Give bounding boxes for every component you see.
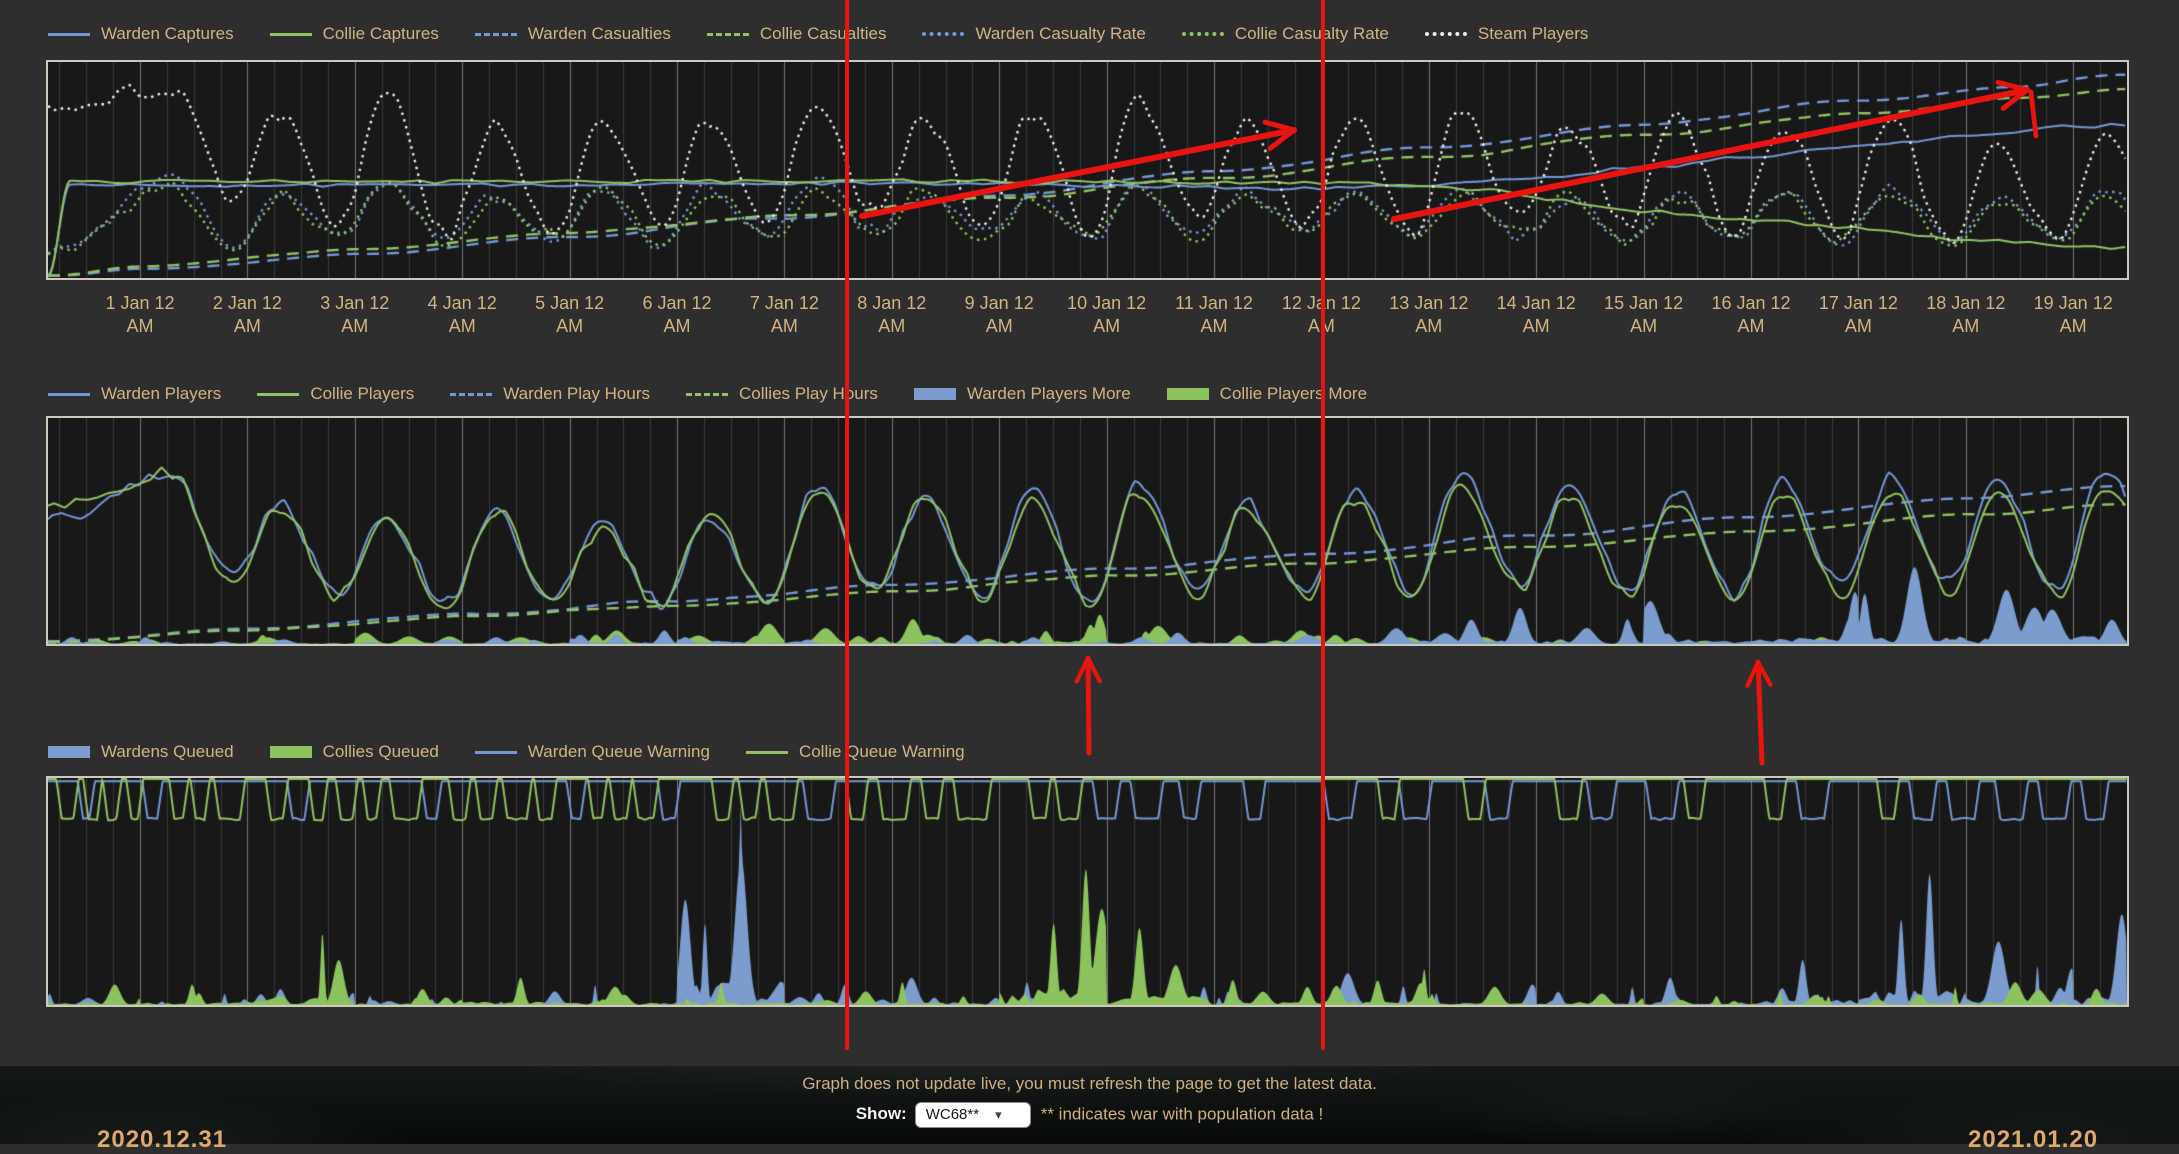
x-tick-label: 13 Jan 12 AM (1389, 293, 1469, 336)
legend-item-collie-casualty-rate[interactable]: Collie Casualty Rate (1181, 24, 1389, 44)
x-tick-label: 9 Jan 12 AM (964, 293, 1034, 336)
annotation-arrow-3-head (1085, 655, 1102, 684)
line-solid-swatch-icon (745, 750, 788, 754)
legend-label: Collie Casualty Rate (1234, 24, 1389, 43)
x-tick-label: 5 Jan 12 AM (535, 293, 605, 336)
legend-item-warden-casualty-rate[interactable]: Warden Casualty Rate (922, 24, 1146, 44)
legend-label: Collies Play Hours (739, 384, 878, 403)
legend-item-wardens-queued[interactable]: Wardens Queued (48, 742, 234, 762)
legend-queue-chart: Wardens Queued Collies Queued Warden Queue… (48, 740, 965, 764)
legend-item-collie-players-more[interactable]: Collie Players More (1166, 384, 1368, 404)
legend-label: Steam Players (1477, 24, 1589, 43)
annotation-arrow-4-head (1755, 659, 1773, 687)
annotation-arrow-4-head (1745, 659, 1761, 688)
box-swatch-icon (1166, 388, 1209, 400)
legend-item-collie-captures[interactable]: Collie Captures (269, 24, 439, 44)
queue-chart-canvas (48, 778, 2127, 1005)
legend-players-chart: Warden Players Collie Players Warden Play … (48, 382, 1367, 406)
population-data-hint: ** indicates war with population data ! (1040, 1104, 1324, 1124)
annotation-arrow-4-shaft (1755, 659, 1765, 766)
legend-captures-chart: Warden Captures Collie Captures Warden Cas… (48, 22, 1588, 46)
legend-item-collie-queue-warning[interactable]: Collie Queue Warning (745, 742, 965, 762)
x-tick-label: 15 Jan 12 AM (1604, 293, 1684, 336)
footer-bar: Graph does not update live, you must ref… (0, 1066, 2179, 1153)
x-tick-label: 4 Jan 12 AM (427, 293, 497, 336)
x-tick-label: 14 Jan 12 AM (1496, 293, 1576, 336)
annotation-arrow-3-shaft (1085, 655, 1092, 756)
line-dotted-swatch-icon (922, 32, 965, 36)
legend-label: Warden Players (101, 384, 222, 403)
legend-item-collie-casualties[interactable]: Collie Casualties (706, 24, 887, 44)
legend-item-collies-queued[interactable]: Collies Queued (269, 742, 439, 762)
x-tick-label: 11 Jan 12 AM (1175, 293, 1253, 336)
legend-label: Warden Play Hours (503, 384, 651, 403)
line-dashed-swatch-icon (706, 32, 749, 36)
legend-item-warden-casualties[interactable]: Warden Casualties (474, 24, 671, 44)
legend-label: Collies Queued (322, 742, 439, 761)
legend-item-collie-players[interactable]: Collie Players (257, 384, 414, 404)
line-solid-swatch-icon (257, 392, 300, 396)
box-swatch-icon (913, 388, 956, 400)
players-chart (46, 416, 2129, 646)
x-tick-label: 6 Jan 12 AM (642, 293, 712, 336)
x-tick-label: 16 Jan 12 AM (1711, 293, 1791, 336)
players-chart-canvas (48, 418, 2127, 644)
legend-label: Collie Players (310, 384, 415, 403)
captures-chart-canvas (48, 62, 2127, 278)
war-select-value: WC68** (925, 1106, 980, 1123)
show-label: Show: (855, 1104, 907, 1124)
x-tick-label: 10 Jan 12 AM (1067, 293, 1147, 336)
x-tick-label: 3 Jan 12 AM (320, 293, 390, 336)
legend-item-warden-queue-warning[interactable]: Warden Queue Warning (474, 742, 710, 762)
legend-label: Collie Players More (1219, 384, 1368, 403)
x-axis-labels: 1 Jan 12 AM 2 Jan 12 AM 3 Jan 12 AM 4 Jan 12 AM… (0, 292, 2179, 352)
x-tick-label: 17 Jan 12 AM (1818, 293, 1898, 336)
x-tick-label: 18 Jan 12 AM (1926, 293, 2006, 336)
legend-label: Collie Queue Warning (798, 742, 965, 761)
war-selector-row: Show: WC68** ▾ ** indicates war with popula… (0, 1102, 2179, 1128)
line-dashed-swatch-icon (450, 392, 493, 396)
legend-label: Wardens Queued (101, 742, 234, 761)
box-swatch-icon (269, 746, 312, 758)
legend-item-steam-players[interactable]: Steam Players (1424, 24, 1589, 44)
legend-label: Warden Captures (101, 24, 234, 43)
x-tick-label: 19 Jan 12 AM (2033, 293, 2113, 336)
war-select[interactable]: WC68** ▾ (914, 1102, 1031, 1128)
x-tick-label: 12 Jan 12 AM (1281, 293, 1361, 336)
chevron-down-icon: ▾ (995, 1107, 1002, 1122)
legend-label: Collie Casualties (759, 24, 887, 43)
line-solid-swatch-icon (269, 32, 312, 36)
line-dotted-swatch-icon (1424, 32, 1467, 36)
box-swatch-icon (48, 746, 90, 758)
x-tick-label: 1 Jan 12 AM (105, 293, 175, 336)
legend-item-warden-captures[interactable]: Warden Captures (48, 24, 234, 44)
legend-label: Warden Casualties (527, 24, 671, 43)
legend-label: Warden Queue Warning (527, 742, 710, 761)
queue-chart (46, 776, 2129, 1007)
legend-item-warden-players[interactable]: Warden Players (48, 384, 221, 404)
date-range-start: 2020.12.31 (97, 1126, 228, 1153)
x-tick-label: 7 Jan 12 AM (749, 293, 819, 336)
x-tick-label: 2 Jan 12 AM (212, 293, 282, 336)
legend-label: Warden Players More (966, 384, 1131, 403)
legend-item-warden-play-hours[interactable]: Warden Play Hours (450, 384, 650, 404)
line-dotted-swatch-icon (1181, 32, 1224, 36)
line-solid-swatch-icon (48, 32, 90, 36)
line-dashed-swatch-icon (474, 32, 517, 36)
x-tick-label: 8 Jan 12 AM (857, 293, 927, 336)
date-range-end: 2021.01.20 (1968, 1126, 2099, 1153)
refresh-note: Graph does not update live, you must ref… (802, 1074, 1377, 1093)
legend-label: Collie Captures (322, 24, 439, 43)
line-dashed-swatch-icon (686, 392, 729, 396)
line-solid-swatch-icon (48, 392, 90, 396)
legend-label: Warden Casualty Rate (975, 24, 1146, 43)
captures-chart (46, 60, 2129, 280)
annotation-arrow-3-head (1074, 655, 1091, 684)
line-solid-swatch-icon (474, 750, 517, 754)
legend-item-collies-play-hours[interactable]: Collies Play Hours (686, 384, 878, 404)
legend-item-warden-players-more[interactable]: Warden Players More (913, 384, 1131, 404)
